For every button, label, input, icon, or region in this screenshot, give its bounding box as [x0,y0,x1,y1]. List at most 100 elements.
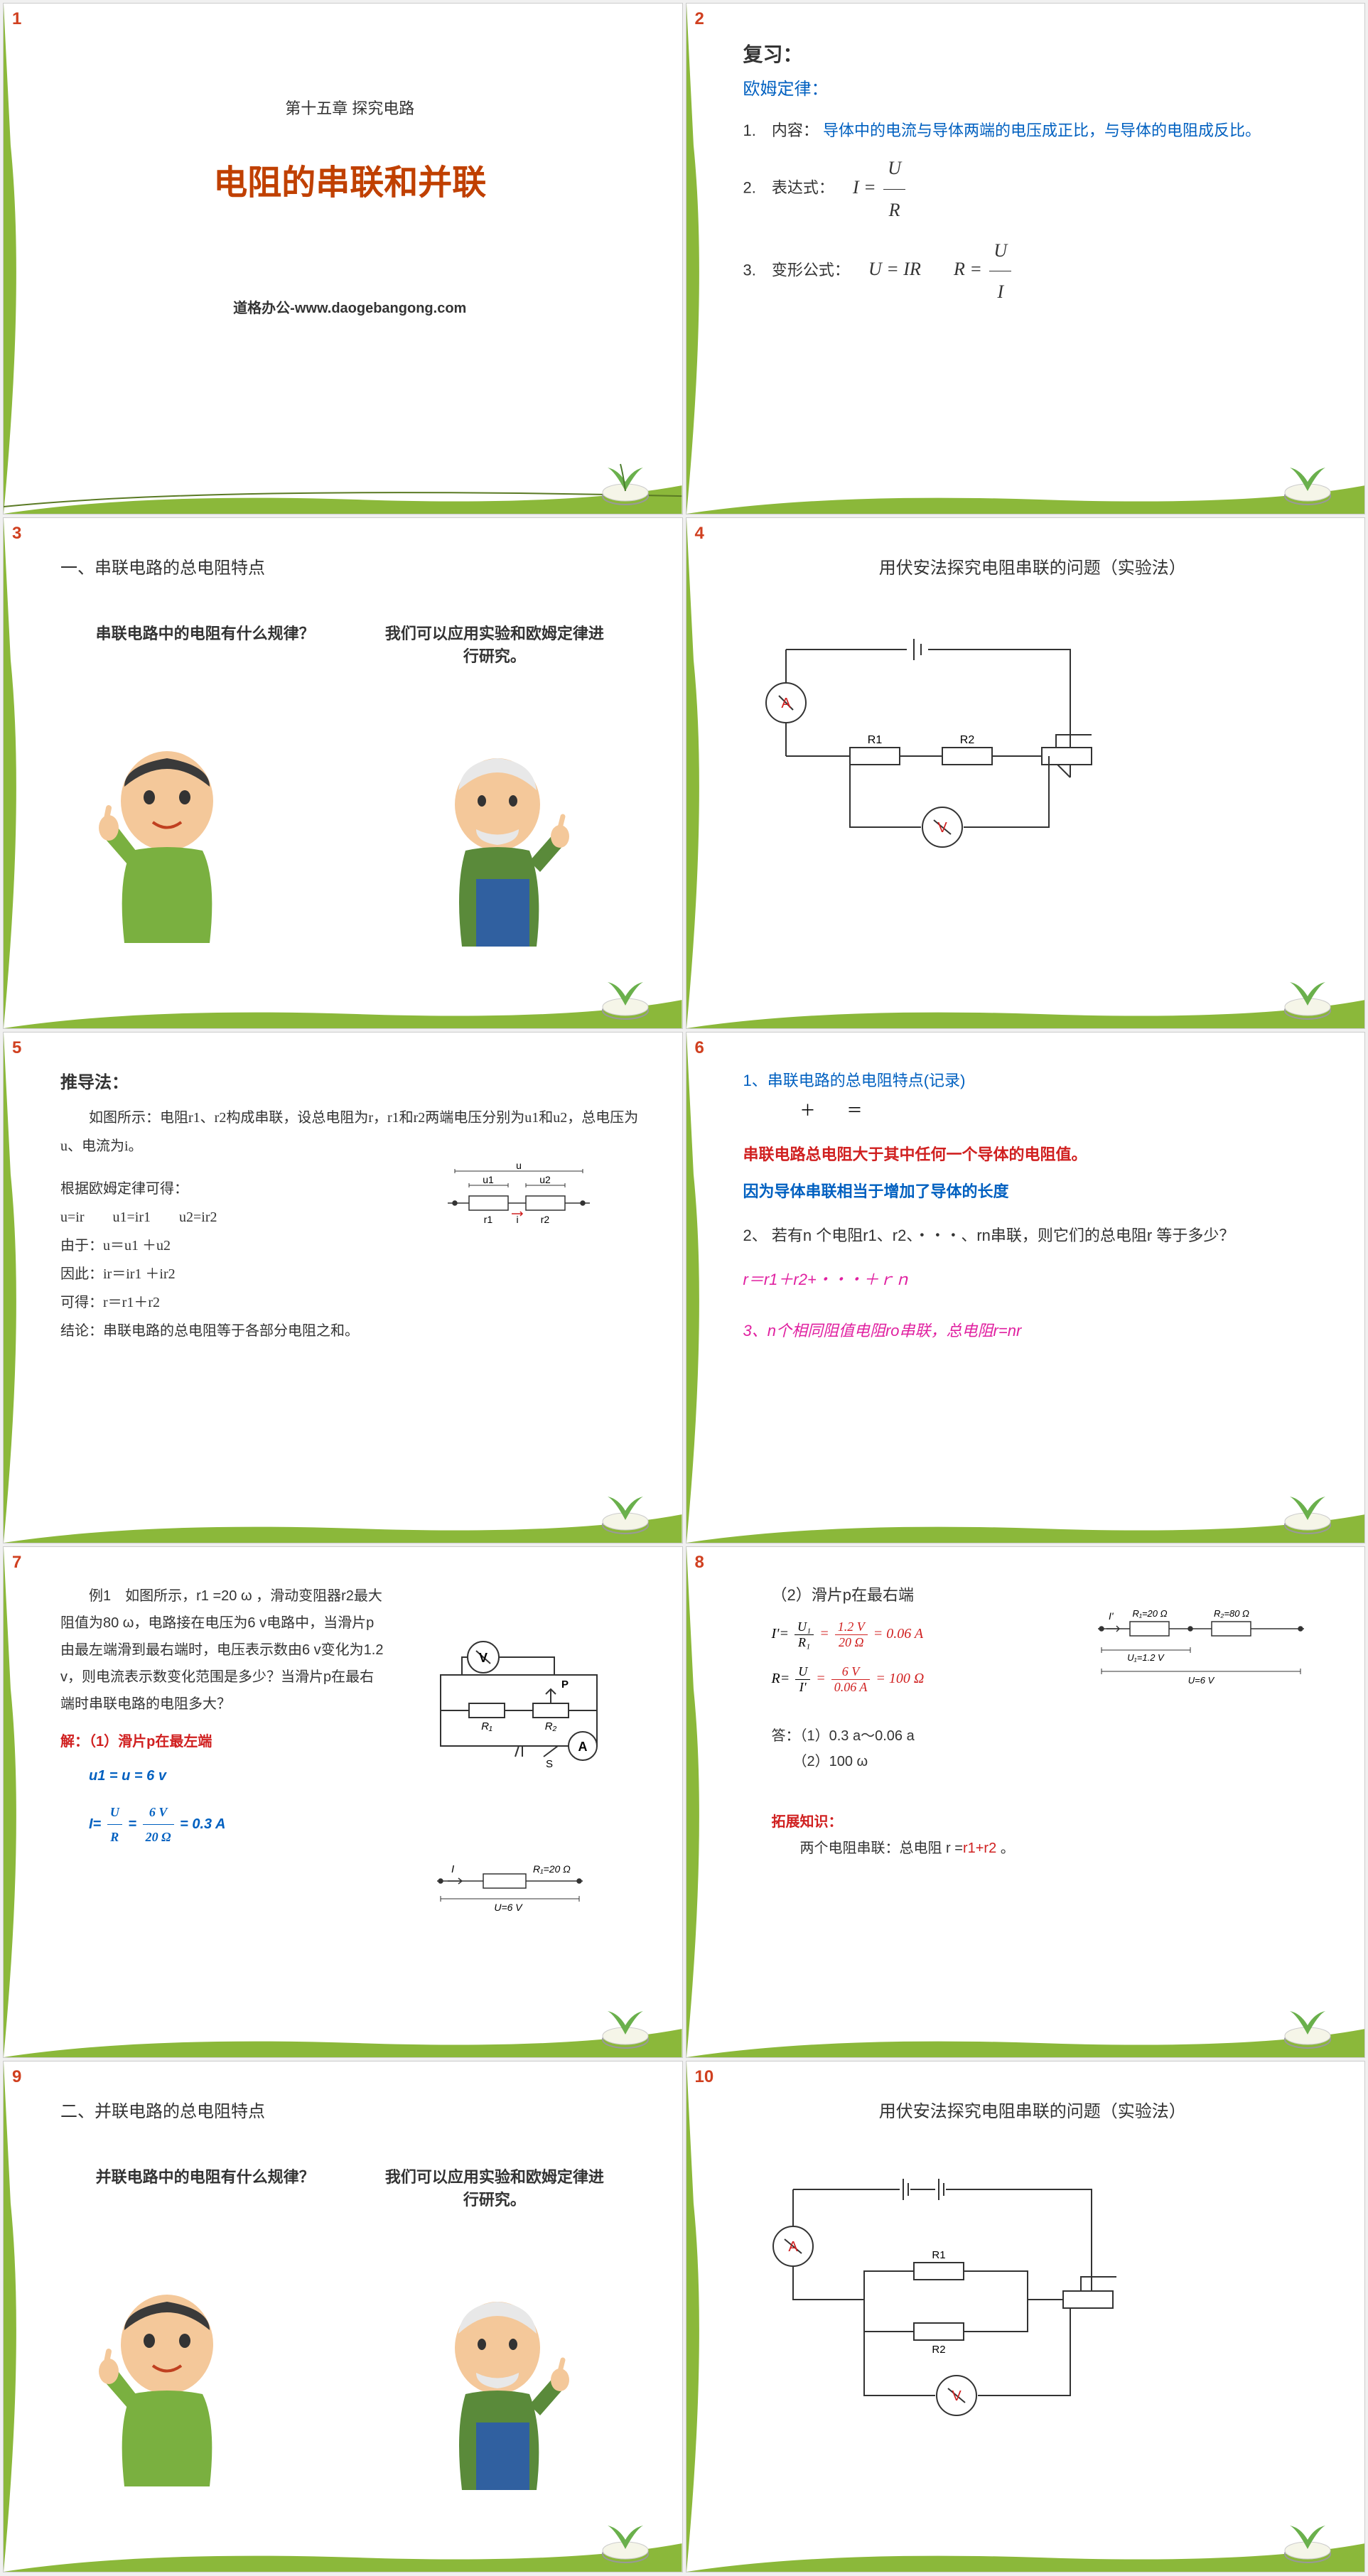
f2: 1.2 V20 Ω [835,1620,868,1650]
solution-label: 解：（1）滑片p在最左端 [60,1728,384,1755]
review-list: 1. 内容： 导体中的电流与导体两端的电压成正比，与导体的电阻成反比。 2. 表… [743,114,1323,312]
series-resistor-diagram: u u1 u2 r1 r2 i [441,1160,597,1232]
u2-label: u2 [539,1174,551,1185]
slide-6: 6 1、串联电路的总电阻特点(记录) ＋ ＝ 串联电路总电阻大于其中任何一个导体… [686,1032,1366,1543]
plant-icon [593,2501,672,2565]
lhs: I = [853,177,876,198]
plant-icon [1276,1472,1354,1536]
numerator: U [989,230,1011,271]
question-2: 2、 若有n 个电阻r1、r2、・・・、rn串联，则它们的总电阻r 等于多少？ [743,1223,1323,1246]
u-eqn: u1 = u = 6 v [89,1762,384,1789]
fraction: U R [883,148,905,230]
question-right: 我们可以应用实验和欧姆定律进行研究。 [379,2165,610,2210]
ans2: （2）100 ω [772,1749,1323,1774]
circuit-diagram: I' R₁=20 Ω R₂=80 Ω U₁=1.2 V U=6 V [1087,1604,1315,1696]
f1: UI' [795,1664,810,1695]
voltmeter-label: V [937,820,947,836]
section-title: 一、串联电路的总电阻特点 [60,554,640,578]
slide-title: 用伏安法探究电阻串联的问题（实验法） [743,2097,1323,2122]
res: = 0.06 A [873,1626,923,1642]
plant-icon [593,1472,672,1536]
slide-8: 8 （2）滑片p在最右端 I'= U₁R₁ = 1.2 V20 Ω = 0.06… [686,1546,1366,2058]
formula-n-series: r＝r1＋r2+・・・＋ｒｎ [743,1267,1323,1290]
I-calc: I'= U₁R₁ = 1.2 V20 Ω = 0.06 A [772,1620,924,1650]
identical-resistors: 3、n个相同阻值电阻ro串联，总电阻r=nr [743,1318,1323,1341]
parallel-circuit-diagram: A V R1 R2 [743,2157,1141,2427]
R-calc: R= UI' = 6 V0.06 A = 100 Ω [772,1664,925,1695]
site-label: 道格办公-www.daogebangong.com [60,296,640,317]
plant-icon [593,1986,672,2050]
frac1: UR [107,1800,122,1849]
slide-number: 1 [12,9,21,29]
circuit-diagram-2: I R₁=20 Ω U=6 V [426,1860,597,1924]
red-statement: 串联电路总电阻大于其中任何一个导体的电阻值。 [743,1142,1323,1165]
conclusion: 结论：串联电路的总电阻等于各部分电阻之和。 [60,1317,640,1345]
slide-2: 2 复习： 欧姆定律： 1. 内容： 导体中的电流与导体两端的电压成正比，与导体… [686,3,1366,514]
u-label: u [516,1160,522,1171]
P-label: P [561,1678,569,1691]
A-label: A [578,1740,587,1754]
R1-value: R₁=20 Ω [1132,1608,1167,1619]
n: U [795,1664,810,1680]
slide-10: 10 用伏安法探究电阻串联的问题（实验法） A V R1 R [686,2061,1366,2572]
question-row: 并联电路中的电阻有什么规律？ 我们可以应用实验和欧姆定律进行研究。 [60,2165,640,2210]
problem-text: 例1 如图所示，r1 =20 ω ，滑动变阻器r2最大阻值为80 ω，电路接在电… [60,1583,384,1718]
part2-head: （2）滑片p在最右端 [772,1583,1323,1605]
slide-number: 9 [12,2067,21,2087]
formula: I = U R [853,177,908,198]
plus-eq: ＋ ＝ [800,1098,1323,1121]
circuit-diagram-1: V A R₁ R₂ P S [419,1632,618,1774]
R1-label: R₁ [481,1720,492,1732]
r2-label: r2 [540,1214,549,1225]
slide-9: 9 二、并联电路的总电阻特点 并联电路中的电阻有什么规律？ 我们可以应用实验和欧… [3,2061,683,2572]
lhs: R= [772,1671,790,1686]
series-circuit-diagram: A V R1 R2 [743,621,1113,863]
slide-4: 4 用伏安法探究电阻串联的问题（实验法） A V R1 R2 [686,517,1366,1029]
slide-number: 8 [695,1553,704,1573]
frac2: 6 V20 Ω [143,1800,174,1849]
res: = 100 Ω [876,1671,924,1686]
U-value: U=6 V [494,1902,523,1913]
review-label: 复习： [743,39,1323,68]
line3: 因此：ir＝ir1 ＋ir2 [60,1260,640,1288]
slide-number: 2 [695,9,704,29]
slide-number: 4 [695,524,704,544]
n: U₁ [795,1620,814,1635]
slide-number: 7 [12,1553,21,1573]
slide-number: 5 [12,1038,21,1058]
formula-2: R = U I [954,259,1014,279]
denominator: R [883,190,905,230]
d: R [107,1825,122,1849]
student-cartoon [75,737,259,964]
r2-label: R2 [932,2344,945,2356]
formula-1: U = IR [868,259,921,279]
I-label: I' [1109,1610,1114,1622]
question-left: 串联电路中的电阻有什么规律？ [90,621,321,667]
review-item-3: 3. 变形公式： U = IR R = U I [743,230,1323,312]
V-label: V [478,1651,487,1665]
student-cartoon [75,2280,259,2508]
extension-text: 两个电阻串联：总电阻 r =r1+r2 。 [800,1836,1323,1857]
chapter-label: 第十五章 探究电路 [60,96,640,119]
plant-icon [1276,443,1354,507]
ammeter-label: A [781,696,791,711]
question-left: 并联电路中的电阻有什么规律？ [90,2165,321,2210]
line4: 可得：r＝r1＋r2 [60,1288,640,1317]
n: 6 V [143,1800,174,1825]
ammeter-label: A [788,2239,798,2255]
d: 0.06 A [831,1680,871,1695]
d: R₁ [795,1635,814,1650]
method-title: 推导法： [60,1068,640,1093]
ans1: 答：（1）0.3 a～0.06 a [772,1723,1323,1749]
R2-label: R₂ [544,1720,556,1732]
i-label: i [516,1214,518,1225]
slide-number: 6 [695,1038,704,1058]
intro-text: 如图所示：电阻r1、r2构成串联，设总电阻为r，r1和r2两端电压分别为u1和u… [60,1104,640,1160]
R2-value: R₂=80 Ω [1214,1608,1249,1619]
plant-icon [593,957,672,1021]
voltmeter-label: V [952,2388,962,2404]
d: 20 Ω [835,1635,868,1650]
n: 1.2 V [835,1620,868,1635]
f2: 6 V0.06 A [831,1664,871,1695]
d: 20 Ω [143,1825,174,1849]
